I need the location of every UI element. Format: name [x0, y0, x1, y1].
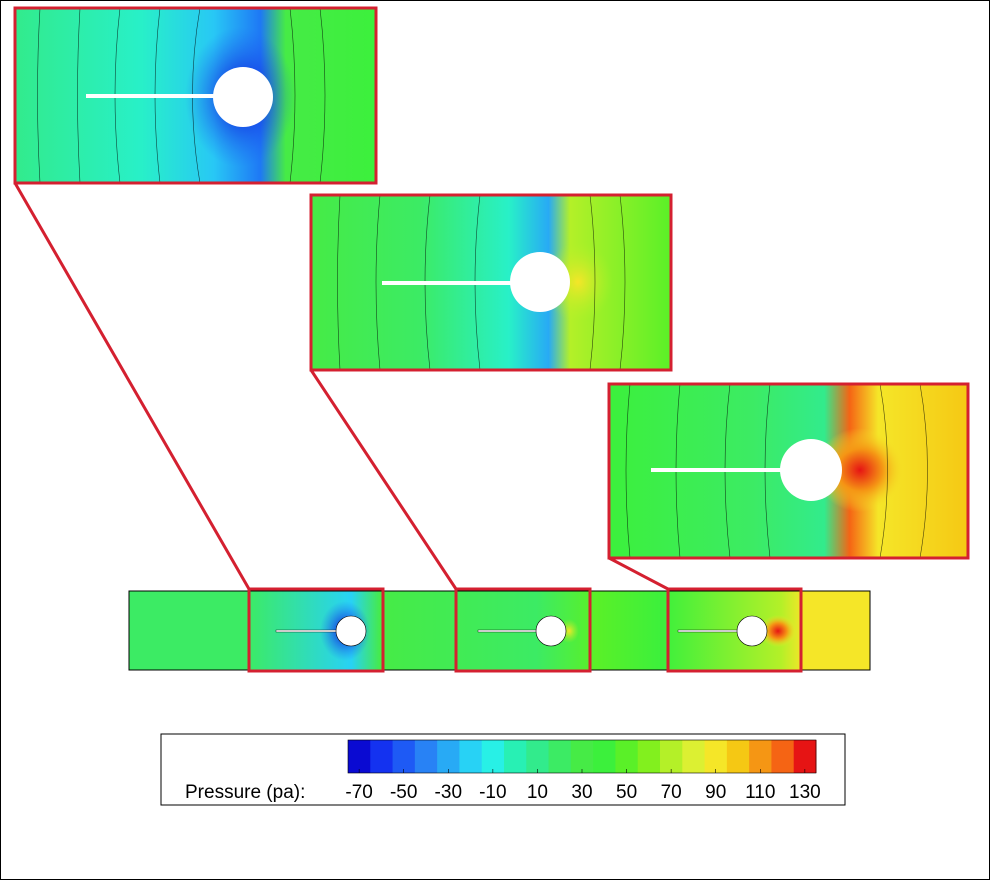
colorbar-level	[726, 740, 750, 773]
colorbar-tick-label: 70	[661, 782, 682, 803]
colorbar-level	[637, 740, 661, 773]
colorbar-level	[749, 740, 772, 773]
colorbar-tick-label: -30	[435, 782, 462, 803]
zoom-links	[13, 182, 669, 591]
colorbar-level	[526, 740, 550, 773]
inset-1	[13, 6, 378, 185]
colorbar-level	[793, 740, 817, 773]
inset-2	[309, 193, 673, 372]
colorbar-level	[437, 740, 460, 773]
inset-3	[607, 382, 970, 560]
colorbar-label: Pressure (pa):	[185, 782, 305, 803]
colorbar-tick-label: 90	[705, 782, 726, 803]
colorbar-level	[771, 740, 795, 773]
colorbar-level	[348, 740, 371, 773]
colorbar-level	[370, 740, 394, 773]
colorbar-level	[682, 740, 706, 773]
colorbar-level	[481, 740, 505, 773]
colorbar-tick-label: 10	[527, 782, 548, 803]
colorbar-level	[548, 740, 572, 773]
colorbar-level	[593, 740, 616, 773]
colorbar-level	[459, 740, 483, 773]
colorbar-level	[504, 740, 527, 773]
colorbar-level	[660, 740, 683, 773]
colorbar-tick-label: 50	[616, 782, 637, 803]
colorbar-level	[615, 740, 639, 773]
colorbar-level	[414, 740, 438, 773]
colorbar-level	[392, 740, 416, 773]
channel-strip	[128, 587, 871, 673]
colorbar-tick-label: 110	[745, 782, 775, 803]
colorbar-level	[570, 740, 594, 773]
colorbar-tick-label: -50	[390, 782, 417, 803]
colorbar-tick-label: -10	[479, 782, 506, 803]
colorbar-tick-label: -70	[345, 782, 372, 803]
colorbar-legend: Pressure (pa): -70 -50 -30 -10 10 30 50 70 90 110…	[160, 733, 846, 806]
colorbar-tick-label: 30	[571, 782, 592, 803]
colorbar-level	[704, 740, 728, 773]
colorbar-tick-label: 130	[789, 782, 821, 803]
